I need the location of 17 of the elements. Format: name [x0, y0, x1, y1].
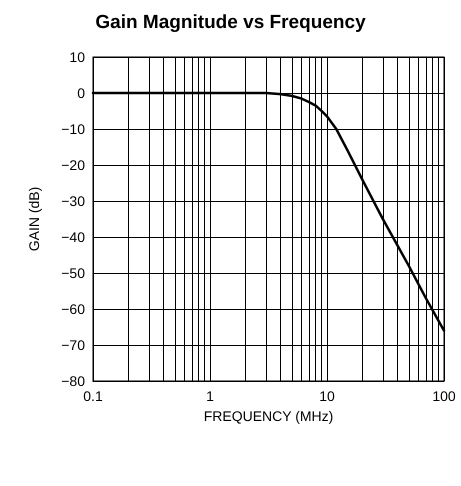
chart-title: Gain Magnitude vs Frequency	[95, 12, 366, 33]
y-tick-label: −50	[61, 265, 86, 281]
x-tick-label: 0.1	[83, 388, 103, 404]
y-tick-label: −40	[61, 229, 86, 245]
x-tick-label: 100	[432, 388, 456, 404]
y-tick-label: −30	[61, 193, 86, 209]
y-tick-label: 0	[77, 85, 86, 101]
y-tick-label: 10	[69, 49, 86, 65]
x-tick-label: 10	[319, 388, 335, 404]
x-axis-title: FREQUENCY (MHz)	[204, 408, 334, 424]
y-axis-title: GAIN (dB)	[26, 186, 42, 252]
y-tick-label: −10	[61, 121, 86, 137]
x-tick-label: 1	[206, 388, 214, 404]
y-tick-label: −80	[61, 373, 86, 389]
y-tick-label: −20	[61, 157, 86, 173]
y-tick-label: −60	[61, 301, 86, 317]
y-tick-label: −70	[61, 337, 86, 353]
